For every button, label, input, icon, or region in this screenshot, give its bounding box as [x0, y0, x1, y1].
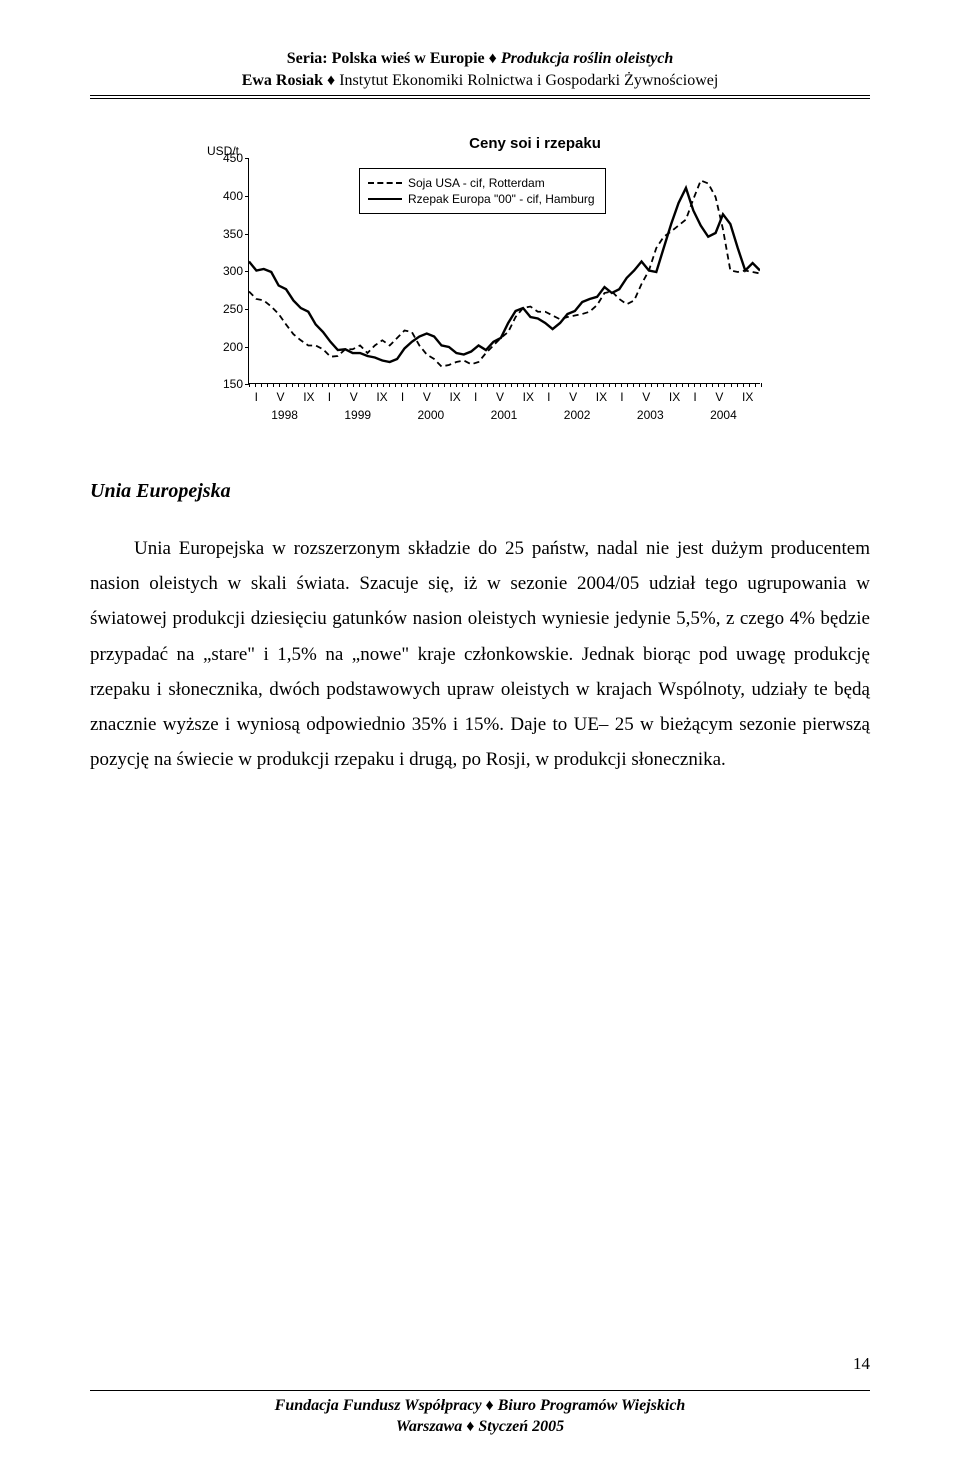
author: Ewa Rosiak — [242, 72, 323, 89]
y-tick-mark — [245, 309, 249, 310]
x-sub-label: I — [474, 390, 477, 404]
footer-rule — [90, 1390, 870, 1391]
x-sub-label: I — [401, 390, 404, 404]
x-sub-label: V — [496, 390, 504, 404]
legend-label: Soja USA - cif, Rotterdam — [408, 176, 545, 190]
plot-area: USD/t Soja USA - cif, Rotterdam Rzepak E… — [248, 158, 760, 384]
chart: USD/t Soja USA - cif, Rotterdam Rzepak E… — [200, 158, 760, 438]
header-bullet: ♦ — [489, 50, 497, 67]
x-tick-group: I V IX 2002 — [541, 390, 614, 422]
header-rule-top — [90, 95, 870, 96]
section-title: Unia Europejska — [90, 480, 870, 503]
y-tick-label: 450 — [209, 151, 243, 165]
x-sub-label: IX — [742, 390, 753, 404]
footer-org: Fundacja Fundusz Współpracy — [275, 1397, 482, 1414]
x-sub-label: V — [715, 390, 723, 404]
x-tick-group: I V IX 1999 — [321, 390, 394, 422]
y-tick-label: 350 — [209, 227, 243, 241]
legend-row: Rzepak Europa "00" - cif, Hamburg — [368, 192, 595, 206]
x-sub-label: V — [350, 390, 358, 404]
x-sub-label: I — [620, 390, 623, 404]
x-axis-labels: I V IX 1998 I V IX 1999 I V IX 2000 I V IX 2001 I V IX 2002… — [248, 384, 760, 438]
x-sub-label: IX — [303, 390, 314, 404]
institute: Instytut Ekonomiki Rolnictwa i Gospodark… — [339, 72, 718, 89]
x-year-label: 2003 — [614, 408, 687, 422]
x-sub-label: I — [547, 390, 550, 404]
paragraph: Unia Europejska w rozszerzonym składzie … — [90, 531, 870, 777]
y-tick-label: 250 — [209, 302, 243, 316]
body-text: Unia Europejska w rozszerzonym składzie … — [90, 531, 870, 777]
y-tick-mark — [245, 158, 249, 159]
y-tick-mark — [245, 271, 249, 272]
y-tick-label: 300 — [209, 264, 243, 278]
footer-office: Biuro Programów Wiejskich — [498, 1397, 686, 1414]
x-sub-label: IX — [523, 390, 534, 404]
chart-legend: Soja USA - cif, Rotterdam Rzepak Europa … — [359, 168, 606, 214]
footer-city: Warszawa — [396, 1418, 462, 1435]
x-sub-label: I — [328, 390, 331, 404]
x-sub-label: V — [642, 390, 650, 404]
footer-bullet-2: ♦ — [466, 1418, 474, 1435]
y-tick-label: 400 — [209, 189, 243, 203]
page-header: Seria: Polska wieś w Europie ♦ Produkcja… — [90, 48, 870, 99]
y-tick-mark — [245, 347, 249, 348]
legend-swatch-solid — [368, 198, 402, 200]
x-sub-label: I — [255, 390, 258, 404]
x-year-label: 2001 — [467, 408, 540, 422]
x-tick-group: I V IX 2000 — [394, 390, 467, 422]
page-number: 14 — [853, 1354, 870, 1374]
x-tick-group: I V IX 2004 — [687, 390, 760, 422]
x-sub-label: IX — [669, 390, 680, 404]
topic: Produkcja roślin oleistych — [501, 50, 673, 67]
x-tick-group: I V IX 1998 — [248, 390, 321, 422]
x-sub-label: V — [423, 390, 431, 404]
x-year-label: 1998 — [248, 408, 321, 422]
legend-label: Rzepak Europa "00" - cif, Hamburg — [408, 192, 595, 206]
x-sub-label: V — [277, 390, 285, 404]
x-year-label: 1999 — [321, 408, 394, 422]
legend-row: Soja USA - cif, Rotterdam — [368, 176, 595, 190]
y-tick-mark — [245, 196, 249, 197]
x-sub-label: IX — [449, 390, 460, 404]
footer-bullet: ♦ — [486, 1397, 494, 1414]
footer-date: Styczeń 2005 — [478, 1418, 564, 1435]
x-year-label: 2004 — [687, 408, 760, 422]
y-tick-mark — [245, 234, 249, 235]
x-tick-group: I V IX 2003 — [614, 390, 687, 422]
chart-container: Ceny soi i rzepaku USD/t Soja USA - cif,… — [200, 135, 760, 438]
x-sub-label: IX — [376, 390, 387, 404]
y-tick-label: 200 — [209, 340, 243, 354]
series-name: Polska wieś w Europie — [332, 50, 485, 67]
x-tick-group: I V IX 2001 — [467, 390, 540, 422]
chart-title: Ceny soi i rzepaku — [310, 135, 760, 152]
page-footer: Fundacja Fundusz Współpracy ♦ Biuro Prog… — [90, 1390, 870, 1438]
legend-swatch-dashed — [368, 182, 402, 184]
x-sub-label: I — [693, 390, 696, 404]
series-label: Seria: — [287, 50, 328, 67]
x-sub-label: IX — [596, 390, 607, 404]
x-year-label: 2002 — [541, 408, 614, 422]
x-sub-label: V — [569, 390, 577, 404]
header-rule-bottom — [90, 98, 870, 99]
y-tick-label: 150 — [209, 377, 243, 391]
x-tick-mark — [761, 383, 762, 387]
header-bullet-2: ♦ — [327, 72, 335, 89]
x-year-label: 2000 — [394, 408, 467, 422]
